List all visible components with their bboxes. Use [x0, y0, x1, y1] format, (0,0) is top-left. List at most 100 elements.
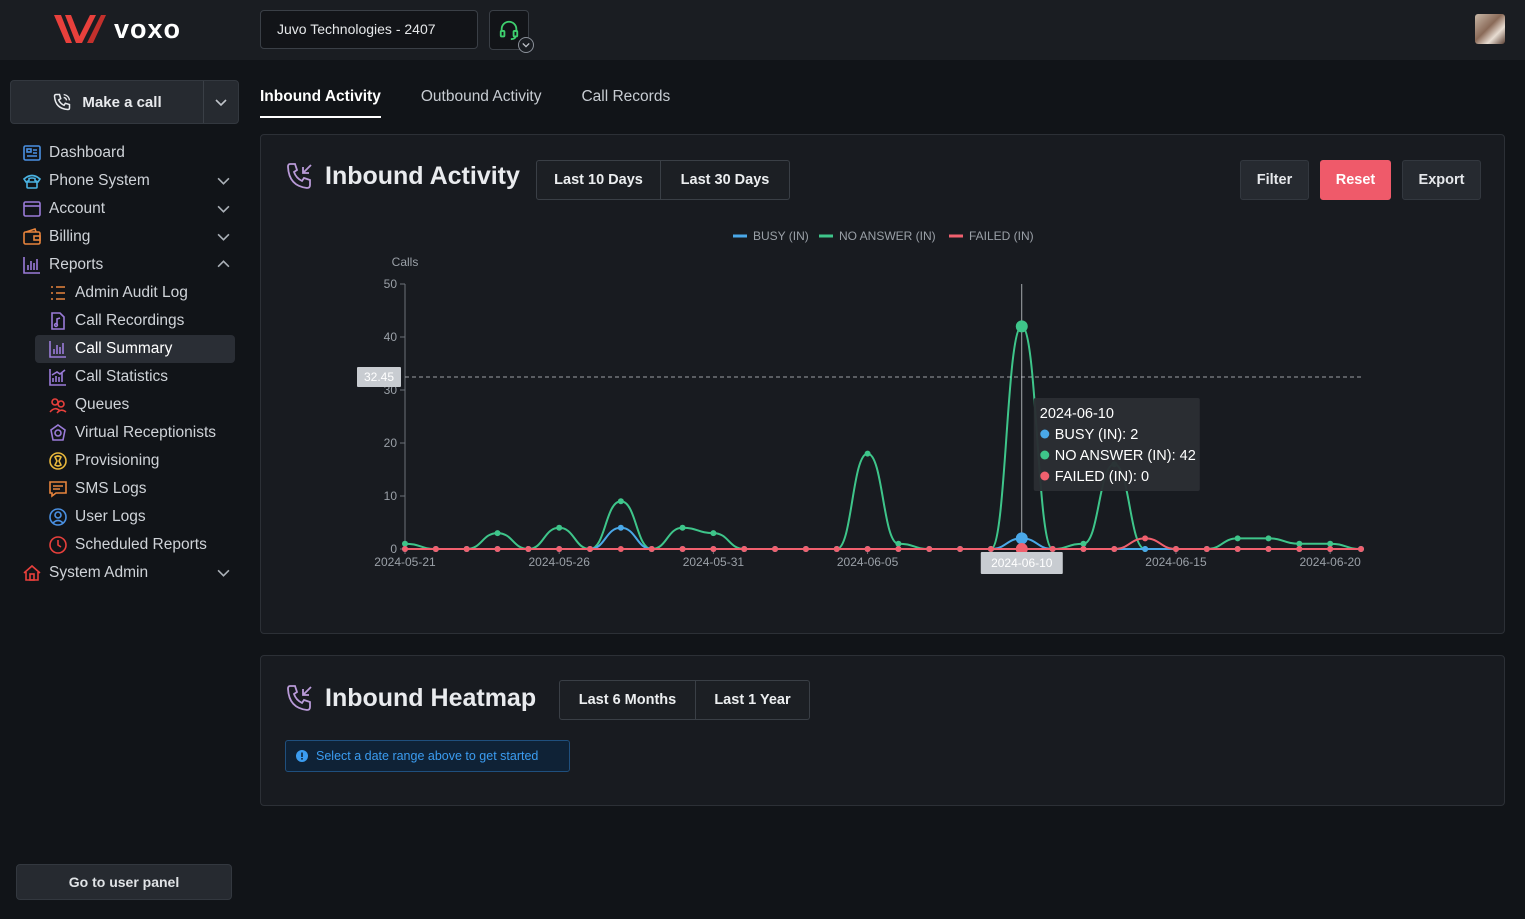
- data-point[interactable]: [494, 530, 501, 537]
- make-call-button-group: Make a call: [10, 80, 239, 124]
- data-point[interactable]: [432, 546, 439, 552]
- y-tick-label: 40: [384, 330, 398, 344]
- data-point[interactable]: [741, 546, 748, 552]
- sidebar-item-call-statistics[interactable]: Call Statistics: [10, 363, 240, 391]
- sidebar-item-sms-logs[interactable]: SMS Logs: [10, 475, 240, 503]
- highlight-point[interactable]: [1015, 532, 1028, 545]
- data-point[interactable]: [1327, 540, 1334, 547]
- data-point[interactable]: [1172, 546, 1179, 552]
- data-point[interactable]: [617, 498, 624, 505]
- voxo-logo-icon: [54, 15, 106, 43]
- data-point[interactable]: [1265, 546, 1272, 552]
- tooltip-line: BUSY (IN): 2: [1055, 427, 1139, 443]
- data-point[interactable]: [587, 546, 594, 552]
- data-point[interactable]: [864, 450, 871, 457]
- data-point[interactable]: [710, 546, 717, 552]
- go-to-user-panel-button[interactable]: Go to user panel: [16, 864, 232, 900]
- data-point[interactable]: [1327, 546, 1334, 552]
- brand-name: voxo: [114, 13, 182, 44]
- data-point[interactable]: [617, 546, 624, 552]
- company-selector[interactable]: Juvo Technologies - 2407: [260, 10, 478, 49]
- softphone-dropdown-button[interactable]: [518, 37, 534, 53]
- data-point[interactable]: [895, 546, 902, 552]
- last-6-months-button[interactable]: Last 6 Months: [559, 680, 696, 720]
- data-point[interactable]: [926, 546, 933, 552]
- data-point[interactable]: [556, 546, 563, 552]
- tab-inbound-activity[interactable]: Inbound Activity: [260, 88, 381, 118]
- data-point[interactable]: [556, 524, 563, 531]
- sidebar-item-admin-audit-log[interactable]: Admin Audit Log: [10, 279, 240, 307]
- data-point[interactable]: [494, 546, 501, 552]
- sidebar-item-billing[interactable]: Billing: [10, 223, 240, 251]
- data-point[interactable]: [1234, 546, 1241, 552]
- data-point[interactable]: [895, 540, 902, 547]
- softphone-button[interactable]: [489, 10, 534, 53]
- data-point[interactable]: [402, 546, 408, 552]
- filter-button[interactable]: Filter: [1240, 160, 1309, 200]
- data-point[interactable]: [957, 546, 964, 552]
- data-point[interactable]: [679, 546, 686, 552]
- data-point[interactable]: [710, 530, 717, 537]
- reset-button[interactable]: Reset: [1320, 160, 1391, 200]
- sidebar-item-reports[interactable]: Reports: [10, 251, 240, 279]
- legend-entry[interactable]: NO ANSWER (IN): [839, 229, 936, 243]
- data-point[interactable]: [617, 524, 624, 531]
- data-point[interactable]: [1234, 535, 1241, 542]
- sidebar-item-label: Call Recordings: [75, 312, 185, 329]
- make-call-button[interactable]: Make a call: [11, 81, 204, 123]
- sidebar-item-virtual-receptionists[interactable]: Virtual Receptionists: [10, 419, 240, 447]
- data-point[interactable]: [802, 546, 809, 552]
- data-point[interactable]: [525, 546, 532, 552]
- data-point[interactable]: [1296, 546, 1303, 552]
- voxo-logo[interactable]: voxo: [52, 12, 181, 46]
- sidebar-item-account[interactable]: Account: [10, 195, 240, 223]
- data-point[interactable]: [1080, 546, 1087, 552]
- last-1-year-button[interactable]: Last 1 Year: [696, 680, 810, 720]
- data-point[interactable]: [648, 546, 655, 552]
- data-point[interactable]: [864, 546, 871, 552]
- data-point[interactable]: [1049, 546, 1056, 552]
- data-point[interactable]: [1142, 535, 1149, 542]
- data-point[interactable]: [463, 546, 470, 552]
- sidebar-item-phone-system[interactable]: Phone System: [10, 167, 240, 195]
- highlight-point[interactable]: [1015, 320, 1028, 333]
- data-point[interactable]: [679, 524, 686, 531]
- user-avatar[interactable]: [1475, 14, 1505, 44]
- data-point[interactable]: [1080, 540, 1087, 547]
- data-point[interactable]: [1203, 546, 1210, 552]
- data-point[interactable]: [987, 546, 994, 552]
- sidebar-item-queues[interactable]: Queues: [10, 391, 240, 419]
- data-point[interactable]: [833, 546, 840, 552]
- card-title: Inbound Heatmap: [285, 683, 536, 713]
- icon-wrap: [48, 367, 68, 387]
- tab-outbound-activity[interactable]: Outbound Activity: [420, 88, 542, 105]
- sidebar-nav: Dashboard Phone System Account Billing Repor…: [10, 139, 240, 587]
- data-point[interactable]: [1111, 546, 1118, 552]
- last-30-days-button[interactable]: Last 30 Days: [661, 160, 790, 200]
- sidebar-item-call-summary[interactable]: Call Summary: [35, 335, 235, 363]
- data-point[interactable]: [772, 546, 779, 552]
- export-button[interactable]: Export: [1402, 160, 1481, 200]
- data-point[interactable]: [402, 540, 408, 547]
- crosshair-y-label-box: [357, 367, 401, 388]
- last-10-days-button[interactable]: Last 10 Days: [536, 160, 661, 200]
- data-point[interactable]: [1358, 546, 1364, 552]
- sidebar-item-user-logs[interactable]: User Logs: [10, 503, 240, 531]
- sidebar-item-label: Account: [49, 200, 106, 217]
- make-call-dropdown[interactable]: [204, 81, 238, 123]
- sidebar-item-scheduled-reports[interactable]: Scheduled Reports: [10, 531, 240, 559]
- sidebar-item-system-admin[interactable]: System Admin: [10, 559, 240, 587]
- chevron-down-icon: [217, 205, 230, 213]
- legend-entry[interactable]: BUSY (IN): [753, 229, 809, 243]
- data-point[interactable]: [1142, 546, 1149, 552]
- legend-entry[interactable]: FAILED (IN): [969, 229, 1034, 243]
- data-point[interactable]: [1265, 535, 1272, 542]
- sidebar-item-call-recordings[interactable]: Call Recordings: [10, 307, 240, 335]
- sidebar-item-dashboard[interactable]: Dashboard: [10, 139, 240, 167]
- data-point[interactable]: [1296, 540, 1303, 547]
- sidebar-item-label: SMS Logs: [75, 480, 147, 497]
- sidebar-item-provisioning[interactable]: Provisioning: [10, 447, 240, 475]
- tab-call-records[interactable]: Call Records: [581, 88, 671, 105]
- y-tick-label: 10: [384, 489, 398, 503]
